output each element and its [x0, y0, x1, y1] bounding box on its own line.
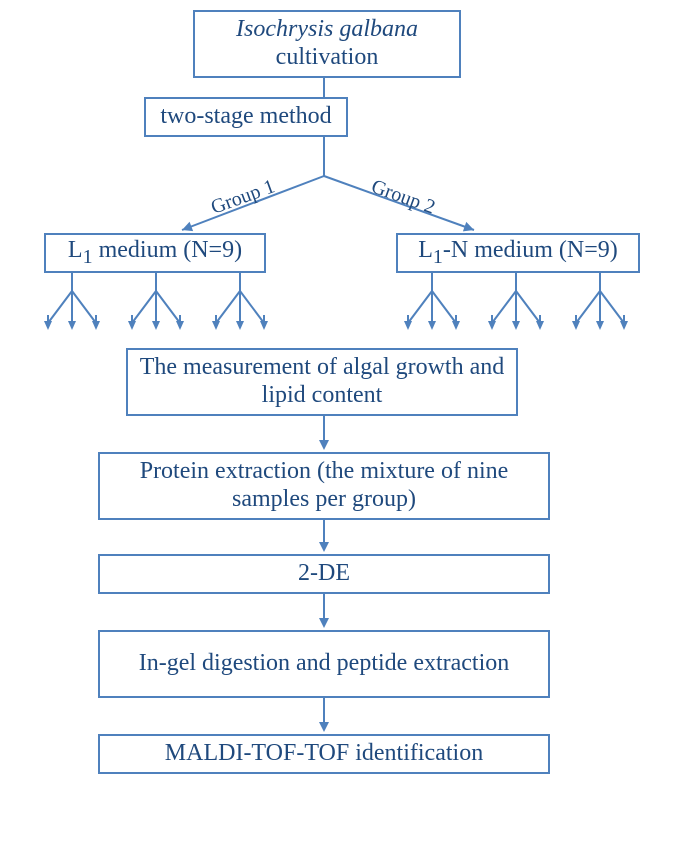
l1-label: L1 medium (N=9) — [68, 237, 242, 269]
maldi-text: MALDI-TOF-TOF identification — [165, 740, 483, 768]
ingel-text: In-gel digestion and peptide extraction — [139, 650, 510, 678]
measurement-text: The measurement of algal growth and lipi… — [136, 354, 508, 409]
box-cultivation: Isochrysis galbana cultivation — [193, 10, 461, 78]
box-two-stage: two-stage method — [144, 97, 348, 137]
cultivation-species: Isochrysis galbana — [236, 16, 418, 42]
cultivation-word: cultivation — [276, 44, 379, 70]
box-maldi: MALDI-TOF-TOF identification — [98, 734, 550, 774]
l1n-label: L1-N medium (N=9) — [418, 237, 618, 269]
protein-text: Protein extraction (the mixture of nine … — [108, 458, 540, 513]
box-in-gel: In-gel digestion and peptide extraction — [98, 630, 550, 698]
twoDE-text: 2-DE — [298, 560, 350, 588]
two-stage-text: two-stage method — [160, 103, 331, 131]
box-protein-extraction: Protein extraction (the mixture of nine … — [98, 452, 550, 520]
box-l1n-medium: L1-N medium (N=9) — [396, 233, 640, 273]
box-l1-medium: L1 medium (N=9) — [44, 233, 266, 273]
box-2de: 2-DE — [98, 554, 550, 594]
box-measurement: The measurement of algal growth and lipi… — [126, 348, 518, 416]
